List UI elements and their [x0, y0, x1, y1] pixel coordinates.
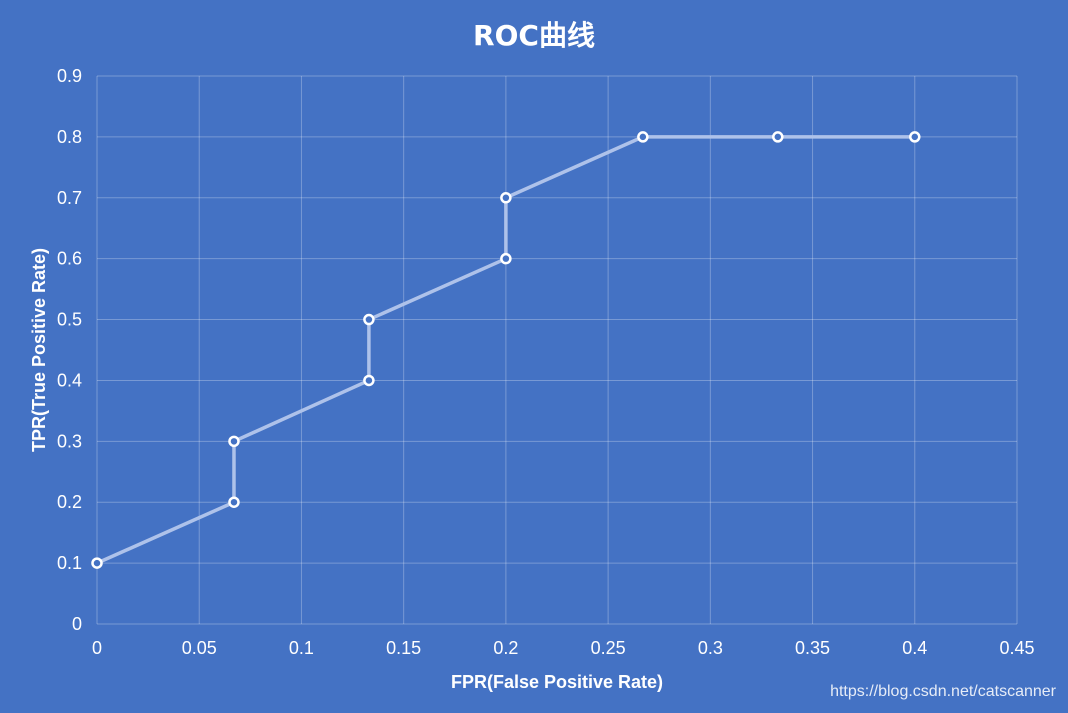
- x-tick-labels: 0 0.05 0.1 0.15 0.2 0.25 0.3 0.35 0.4 0.45: [92, 638, 1035, 658]
- data-point: [500, 252, 512, 265]
- y-tick-label: 0.2: [57, 492, 82, 512]
- data-point: [228, 435, 240, 448]
- y-axis-title: TPR(True Positive Rate): [29, 248, 49, 452]
- y-tick-label: 0.7: [57, 188, 82, 208]
- y-tick-label: 0.5: [57, 310, 82, 330]
- y-tick-label: 0.3: [57, 431, 82, 451]
- data-point: [772, 131, 784, 143]
- y-tick-label: 0.4: [57, 370, 82, 390]
- x-tick-label: 0.05: [182, 638, 217, 658]
- y-tick-label: 0.9: [57, 66, 82, 86]
- chart-title: ROC曲线: [473, 19, 595, 52]
- y-tick-label: 0.6: [57, 249, 82, 269]
- data-point: [909, 131, 921, 143]
- x-tick-label: 0.25: [591, 638, 626, 658]
- x-tick-label: 0.15: [386, 638, 421, 658]
- y-tick-label: 0: [72, 614, 82, 634]
- x-tick-label: 0.35: [795, 638, 830, 658]
- x-tick-label: 0.2: [493, 638, 518, 658]
- x-tick-label: 0.45: [999, 638, 1034, 658]
- x-tick-label: 0.4: [902, 638, 927, 658]
- data-point: [363, 374, 375, 387]
- data-point: [228, 496, 240, 508]
- data-point: [363, 313, 375, 326]
- x-axis-title: FPR(False Positive Rate): [451, 672, 663, 692]
- roc-series-line: [95, 135, 917, 565]
- data-point: [637, 131, 649, 143]
- data-point: [500, 192, 512, 204]
- series-group: [91, 131, 921, 569]
- gridlines: [96, 75, 1018, 625]
- y-tick-labels: 0 0.1 0.2 0.3 0.4 0.5 0.6 0.7 0.8 0.9: [57, 66, 82, 634]
- data-point: [91, 557, 103, 569]
- x-tick-label: 0.1: [289, 638, 314, 658]
- watermark-text: https://blog.csdn.net/catscanner: [830, 683, 1056, 700]
- y-tick-label: 0.1: [57, 553, 82, 573]
- y-tick-label: 0.8: [57, 127, 82, 147]
- x-tick-label: 0.3: [698, 638, 723, 658]
- x-tick-label: 0: [92, 638, 102, 658]
